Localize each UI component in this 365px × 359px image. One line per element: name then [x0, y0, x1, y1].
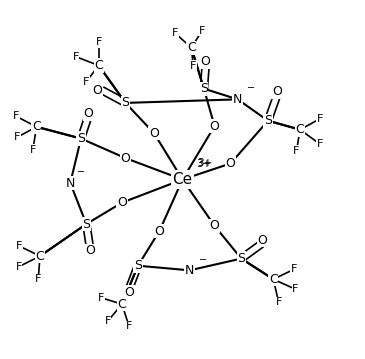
Text: Ce: Ce: [172, 172, 193, 187]
Text: −: −: [247, 83, 255, 93]
Text: F: F: [292, 284, 299, 294]
Text: O: O: [92, 84, 102, 97]
Text: S: S: [134, 259, 142, 272]
Text: F: F: [30, 145, 36, 155]
Text: F: F: [35, 274, 41, 284]
Text: O: O: [85, 244, 95, 257]
Text: F: F: [126, 321, 132, 331]
Text: C: C: [95, 59, 103, 72]
Text: F: F: [276, 297, 282, 307]
Text: O: O: [272, 85, 282, 98]
Text: C: C: [118, 298, 126, 311]
Text: O: O: [210, 219, 219, 232]
Text: F: F: [316, 114, 323, 124]
Text: C: C: [32, 120, 41, 133]
Text: N: N: [185, 264, 194, 277]
Text: C: C: [269, 273, 278, 286]
Text: −: −: [77, 167, 85, 177]
Text: O: O: [210, 120, 219, 132]
Text: O: O: [83, 107, 93, 120]
Text: S: S: [77, 132, 85, 145]
Text: C: C: [296, 123, 304, 136]
Text: O: O: [124, 286, 134, 299]
Text: O: O: [149, 127, 159, 140]
Text: F: F: [291, 264, 297, 274]
Text: F: F: [96, 37, 102, 47]
Text: F: F: [293, 146, 300, 156]
Text: O: O: [226, 157, 235, 170]
Text: F: F: [199, 25, 205, 36]
Text: N: N: [233, 93, 242, 106]
Text: S: S: [264, 114, 272, 127]
Text: O: O: [117, 196, 127, 209]
Text: O: O: [201, 55, 211, 69]
Text: F: F: [104, 316, 111, 326]
Text: S: S: [237, 252, 245, 265]
Text: C: C: [187, 41, 196, 54]
Text: O: O: [154, 225, 164, 238]
Text: O: O: [120, 151, 130, 165]
Text: F: F: [83, 76, 89, 87]
Text: S: S: [82, 218, 90, 230]
Text: F: F: [316, 139, 323, 149]
Text: F: F: [172, 28, 178, 38]
Text: F: F: [13, 111, 19, 121]
Text: 3+: 3+: [196, 159, 211, 169]
Text: F: F: [72, 52, 79, 62]
Text: −: −: [199, 255, 207, 265]
Text: F: F: [16, 241, 23, 251]
Text: F: F: [14, 132, 20, 143]
Text: N: N: [66, 177, 75, 190]
Text: F: F: [15, 262, 22, 272]
Text: F: F: [190, 61, 196, 70]
Text: Ce: Ce: [172, 172, 193, 187]
Text: F: F: [98, 293, 104, 303]
Text: S: S: [200, 82, 208, 95]
Text: C: C: [36, 250, 45, 262]
Text: S: S: [122, 97, 130, 109]
Text: O: O: [258, 234, 268, 247]
Text: 3+: 3+: [197, 158, 212, 168]
